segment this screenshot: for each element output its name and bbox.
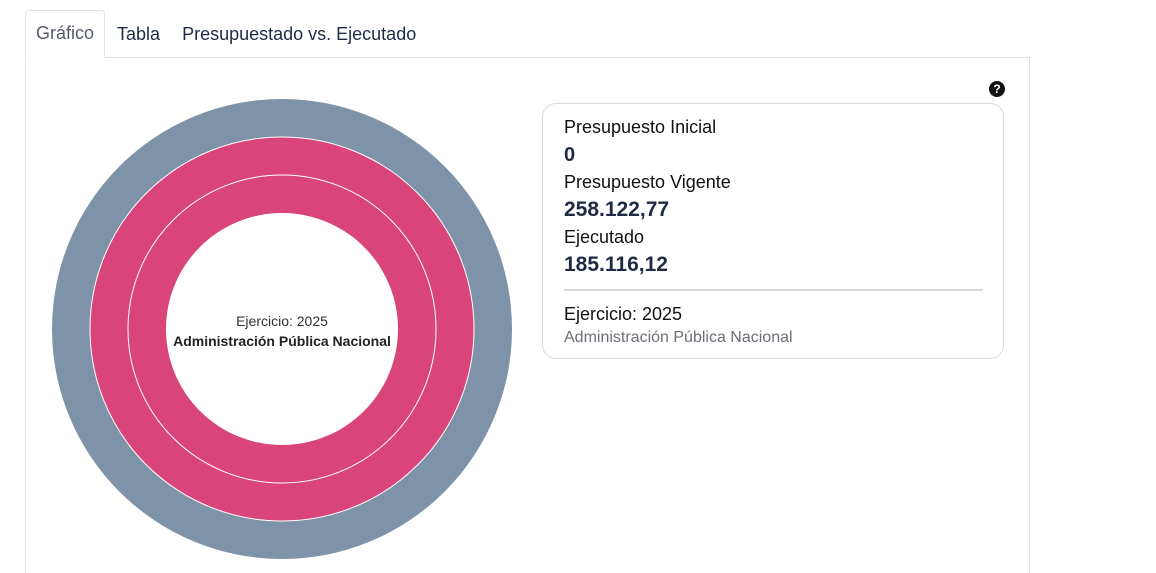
executed-label: Ejecutado <box>564 227 645 247</box>
tab-grafico[interactable]: Gráfico <box>25 10 106 58</box>
tab-tabla[interactable]: Tabla <box>117 24 161 44</box>
chart-center-entity: Administración Pública Nacional <box>173 333 391 349</box>
info-year: Ejercicio: 2025 <box>564 304 683 324</box>
tab-bar: Gráfico Tabla Presupuestado vs. Ejecutad… <box>25 10 426 58</box>
chart-center-label: Ejercicio: 2025 Administración Pública N… <box>51 311 513 351</box>
current-budget-label: Presupuesto Vigente <box>564 172 731 192</box>
tab-presupuestado-vs-ejecutado[interactable]: Presupuestado vs. Ejecutado <box>182 24 417 44</box>
sunburst-chart[interactable] <box>51 98 513 560</box>
info-entity: Administración Pública Nacional <box>564 329 793 346</box>
initial-budget-value: 0 <box>564 144 576 166</box>
current-budget-value: 258.122,77 <box>564 198 670 221</box>
initial-budget-label: Presupuesto Inicial <box>564 117 717 137</box>
sunburst-svg <box>52 99 512 559</box>
divider <box>564 289 983 291</box>
chart-center-hole <box>166 213 398 445</box>
tab-panel <box>25 57 1030 573</box>
chart-center-year: Ejercicio: 2025 <box>236 313 328 329</box>
executed-value: 185.116,12 <box>564 253 668 276</box>
budget-info-card: Presupuesto Inicial 0 Presupuesto Vigent… <box>542 103 1004 359</box>
help-icon[interactable]: ? <box>989 81 1005 97</box>
